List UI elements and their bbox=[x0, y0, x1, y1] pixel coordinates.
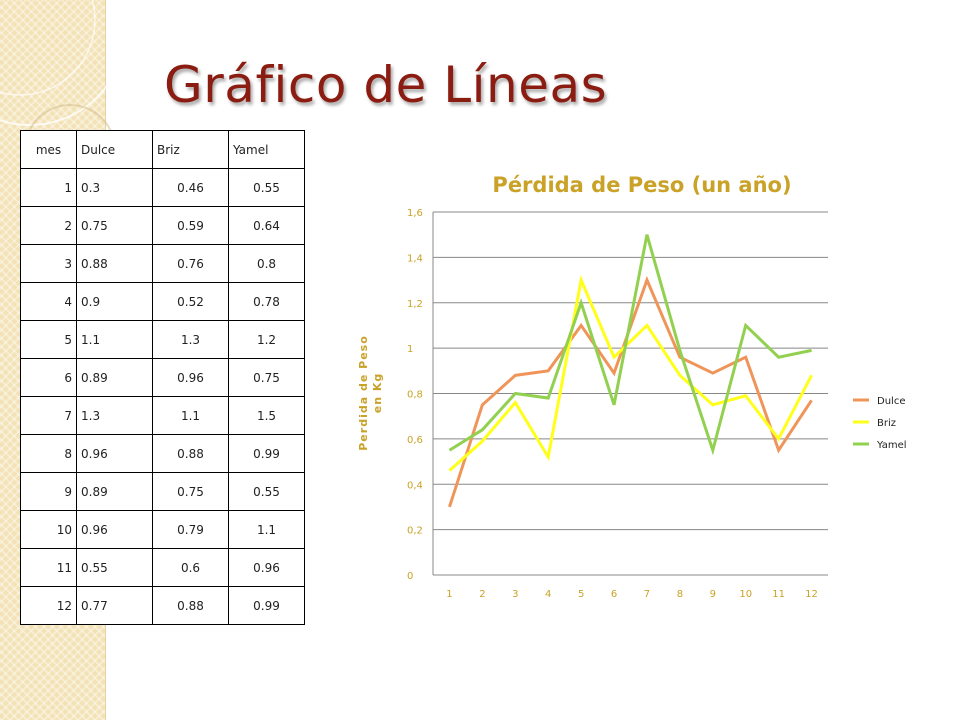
table-cell: 0.6 bbox=[152, 548, 229, 587]
series-line-briz bbox=[448, 274, 813, 472]
x-tick-label: 7 bbox=[644, 589, 650, 600]
table-cell: 1.3 bbox=[76, 396, 153, 435]
legend-label: Yamel bbox=[876, 440, 907, 451]
table-cell: 2 bbox=[20, 206, 77, 245]
table-cell: 0.46 bbox=[152, 168, 229, 207]
table-row: 5 1.1 1.3 1.2 bbox=[20, 320, 305, 359]
table-cell: 0.9 bbox=[76, 282, 153, 321]
table-cell: 0.55 bbox=[228, 472, 305, 511]
table-cell: 1.3 bbox=[152, 320, 229, 359]
x-tick-label: 11 bbox=[772, 589, 785, 600]
y-tick-label: 0,6 bbox=[407, 435, 423, 446]
chart-title: Pérdida de Peso (un año) bbox=[492, 173, 791, 197]
table-cell: 0.75 bbox=[76, 206, 153, 245]
table-row: 3 0.88 0.76 0.8 bbox=[20, 244, 305, 283]
table-cell: 0.8 bbox=[228, 244, 305, 283]
table-cell: 0.3 bbox=[76, 168, 153, 207]
y-tick-label: 1 bbox=[407, 344, 413, 355]
table-cell: 0.96 bbox=[76, 434, 153, 473]
table-cell: 0.75 bbox=[152, 472, 229, 511]
table-cell: 0.55 bbox=[76, 548, 153, 587]
x-tick-label: 3 bbox=[512, 589, 518, 600]
table-cell: 0.88 bbox=[152, 434, 229, 473]
line-chart: Pérdida de Peso (un año) 0 0,2 0,4 0,6 0,8 1 1,… bbox=[357, 173, 907, 600]
table-cell: 0.55 bbox=[228, 168, 305, 207]
table-cell: 11 bbox=[20, 548, 77, 587]
table-cell: 1.2 bbox=[228, 320, 305, 359]
table-cell: 4 bbox=[20, 282, 77, 321]
table-row: 11 0.55 0.6 0.96 bbox=[20, 548, 305, 587]
table-cell: 0.59 bbox=[152, 206, 229, 245]
table-header-cell: Dulce bbox=[76, 130, 153, 169]
table-cell: 0.89 bbox=[76, 358, 153, 397]
legend-label: Briz bbox=[877, 418, 896, 429]
table-row: 10 0.96 0.79 1.1 bbox=[20, 510, 305, 549]
table-cell: 0.52 bbox=[152, 282, 229, 321]
table-cell: 0.96 bbox=[152, 358, 229, 397]
table-cell: 1.1 bbox=[152, 396, 229, 435]
y-tick-label: 0 bbox=[407, 571, 413, 582]
table-header-row: mes Dulce Briz Yamel bbox=[20, 130, 305, 169]
x-tick-label: 12 bbox=[805, 589, 818, 600]
x-tick-label: 2 bbox=[479, 589, 485, 600]
legend-label: Dulce bbox=[877, 396, 905, 407]
y-tick-label: 1,6 bbox=[407, 208, 423, 219]
table-cell: 0.88 bbox=[152, 586, 229, 625]
table-cell: 9 bbox=[20, 472, 77, 511]
table-cell: 12 bbox=[20, 586, 77, 625]
table-row: 7 1.3 1.1 1.5 bbox=[20, 396, 305, 435]
table-cell: 0.99 bbox=[228, 586, 305, 625]
x-tick-label: 9 bbox=[710, 589, 716, 600]
table-cell: 0.78 bbox=[228, 282, 305, 321]
table-row: 1 0.3 0.46 0.55 bbox=[20, 168, 305, 207]
table-header-cell: Briz bbox=[152, 130, 229, 169]
table-cell: 6 bbox=[20, 358, 77, 397]
table-cell: 1.5 bbox=[228, 396, 305, 435]
table-cell: 8 bbox=[20, 434, 77, 473]
table-cell: 5 bbox=[20, 320, 77, 359]
table-header-cell: Yamel bbox=[228, 130, 305, 169]
x-tick-label: 8 bbox=[677, 589, 683, 600]
table-cell: 0.89 bbox=[76, 472, 153, 511]
y-tick-label: 1,4 bbox=[407, 253, 423, 264]
x-tick-label: 1 bbox=[446, 589, 452, 600]
table-header-cell: mes bbox=[20, 130, 77, 169]
table-cell: 0.96 bbox=[228, 548, 305, 587]
table-row: 8 0.96 0.88 0.99 bbox=[20, 434, 305, 473]
y-axis-label: Perdida de Pesoen Kg bbox=[357, 335, 384, 451]
table-cell: 0.96 bbox=[76, 510, 153, 549]
series-line-yamel bbox=[448, 234, 812, 456]
table-row: 12 0.77 0.88 0.99 bbox=[20, 586, 305, 625]
x-tick-label: 10 bbox=[739, 589, 752, 600]
y-tick-label: 0,2 bbox=[407, 526, 423, 537]
x-tick-label: 6 bbox=[611, 589, 617, 600]
data-table: mes Dulce Briz Yamel 1 0.3 0.46 0.55 2 0.75 0.59 0.… bbox=[20, 130, 305, 625]
table-cell: 0.76 bbox=[152, 244, 229, 283]
table-cell: 0.99 bbox=[228, 434, 305, 473]
slide-title: Gráfico de Líneas bbox=[164, 56, 608, 114]
table-cell: 0.64 bbox=[228, 206, 305, 245]
table-row: 4 0.9 0.52 0.78 bbox=[20, 282, 305, 321]
table-row: 6 0.89 0.96 0.75 bbox=[20, 358, 305, 397]
table-cell: 0.88 bbox=[76, 244, 153, 283]
y-tick-label: 0,4 bbox=[407, 480, 423, 491]
table-row: 2 0.75 0.59 0.64 bbox=[20, 206, 305, 245]
table-cell: 0.77 bbox=[76, 586, 153, 625]
table-row: 9 0.89 0.75 0.55 bbox=[20, 472, 305, 511]
table-cell: 1.1 bbox=[76, 320, 153, 359]
y-tick-label: 0,8 bbox=[407, 390, 423, 401]
table-cell: 3 bbox=[20, 244, 77, 283]
y-tick-label: 1,2 bbox=[407, 299, 423, 310]
table-cell: 0.79 bbox=[152, 510, 229, 549]
table-cell: 7 bbox=[20, 396, 77, 435]
table-cell: 10 bbox=[20, 510, 77, 549]
table-cell: 1.1 bbox=[228, 510, 305, 549]
x-tick-label: 4 bbox=[545, 589, 551, 600]
table-cell: 0.75 bbox=[228, 358, 305, 397]
table-cell: 1 bbox=[20, 168, 77, 207]
x-tick-label: 5 bbox=[578, 589, 584, 600]
